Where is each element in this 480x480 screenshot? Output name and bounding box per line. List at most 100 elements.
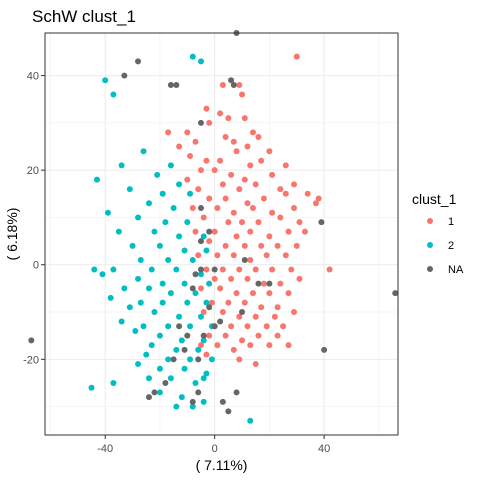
data-point-2: [181, 280, 188, 287]
data-point-1: [263, 323, 270, 330]
x-tick-label: 40: [318, 443, 330, 455]
data-point-2: [167, 375, 174, 382]
data-point-1: [280, 323, 287, 330]
data-point-2: [189, 403, 196, 410]
data-point-2: [187, 190, 194, 197]
data-point-1: [206, 238, 213, 245]
x-axis-title: ( 7.11%): [196, 457, 248, 473]
data-point-1: [203, 266, 210, 273]
legend-label-na: NA: [448, 264, 464, 276]
data-point-2: [200, 398, 207, 405]
data-point-2: [118, 318, 125, 325]
data-point-2: [159, 280, 166, 287]
data-point-1: [291, 309, 298, 316]
data-point-2: [181, 365, 188, 372]
data-point-1: [291, 204, 298, 211]
panel-border: [44, 32, 399, 436]
data-point-1: [263, 252, 270, 259]
data-point-2: [162, 219, 169, 226]
data-point-1: [285, 228, 292, 235]
data-point-1: [225, 115, 232, 122]
data-point-1: [184, 176, 191, 183]
x-tick-label: 0: [212, 443, 218, 455]
data-point-1: [222, 195, 229, 202]
legend-label-1: 1: [448, 216, 454, 228]
data-point-1: [241, 299, 248, 306]
data-point-2: [140, 323, 147, 330]
data-point-1: [247, 257, 254, 264]
data-point-na: [266, 280, 273, 287]
data-point-1: [249, 129, 256, 136]
data-point-1: [176, 143, 183, 150]
data-point-na: [173, 82, 180, 89]
data-point-2: [200, 337, 207, 344]
data-point-1: [266, 290, 273, 297]
data-point-1: [239, 219, 246, 226]
data-point-2: [247, 417, 254, 424]
data-point-1: [255, 332, 262, 339]
data-point-1: [266, 148, 273, 155]
data-point-1: [222, 134, 229, 141]
data-point-2: [126, 304, 133, 311]
data-point-1: [195, 252, 202, 259]
data-point-1: [244, 323, 251, 330]
y-tick-label: -20: [23, 354, 39, 366]
data-point-2: [151, 309, 158, 316]
data-point-1: [312, 200, 319, 207]
y-tick-label: 0: [33, 260, 39, 272]
data-point-1: [217, 157, 224, 164]
legend-title: clust_1: [412, 191, 457, 207]
data-point-na: [145, 394, 152, 401]
data-point-1: [244, 143, 251, 150]
data-point-1: [236, 186, 243, 193]
data-point-2: [91, 266, 98, 273]
data-point-1: [260, 195, 267, 202]
data-point-2: [135, 275, 142, 282]
data-point-1: [266, 342, 273, 349]
data-point-2: [135, 361, 142, 368]
data-point-2: [178, 394, 185, 401]
data-point-na: [225, 408, 232, 415]
data-point-1: [230, 346, 237, 353]
data-point-1: [206, 195, 213, 202]
data-point-1: [274, 242, 281, 249]
data-point-1: [301, 228, 308, 235]
data-point-1: [197, 342, 204, 349]
data-point-1: [271, 313, 278, 320]
data-point-2: [145, 375, 152, 382]
data-point-1: [269, 209, 276, 216]
data-point-1: [258, 304, 265, 311]
data-point-1: [269, 171, 276, 178]
data-point-na: [121, 72, 128, 79]
data-point-1: [244, 275, 251, 282]
data-point-1: [274, 332, 281, 339]
data-point-2: [137, 299, 144, 306]
data-point-na: [392, 290, 399, 297]
data-point-1: [252, 361, 259, 368]
data-point-2: [176, 313, 183, 320]
data-point-1: [282, 252, 289, 259]
data-point-1: [200, 214, 207, 221]
data-point-1: [258, 157, 265, 164]
data-point-1: [211, 275, 218, 282]
data-points: [28, 30, 399, 424]
data-point-2: [99, 271, 106, 278]
data-point-2: [203, 299, 210, 306]
data-point-1: [214, 342, 221, 349]
data-point-1: [304, 190, 311, 197]
data-point-1: [228, 171, 235, 178]
data-point-2: [167, 290, 174, 297]
data-point-na: [176, 323, 183, 330]
data-point-2: [176, 181, 183, 188]
data-point-1: [192, 138, 199, 145]
data-point-1: [247, 162, 254, 169]
data-point-na: [228, 77, 235, 84]
data-point-na: [233, 389, 240, 396]
data-point-1: [203, 157, 210, 164]
data-point-1: [252, 313, 259, 320]
data-point-1: [247, 342, 254, 349]
data-point-1: [211, 167, 218, 174]
data-point-2: [200, 233, 207, 240]
data-point-2: [110, 91, 117, 98]
